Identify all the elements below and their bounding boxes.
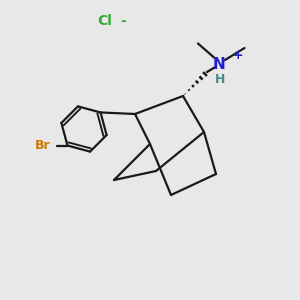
Text: Br: Br <box>35 139 51 152</box>
Text: N: N <box>213 57 225 72</box>
Text: Cl: Cl <box>98 14 112 28</box>
Text: -: - <box>120 14 126 28</box>
Text: H: H <box>215 73 226 86</box>
Text: +: + <box>232 49 243 62</box>
